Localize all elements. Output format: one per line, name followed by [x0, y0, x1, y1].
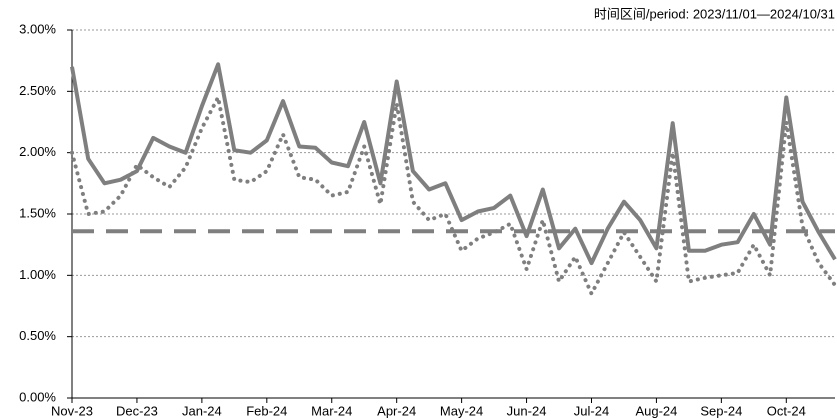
- y-tick-label: 1.00%: [19, 267, 56, 282]
- x-tick-label: Sep-24: [700, 403, 742, 418]
- x-tick-label: Apr-24: [377, 403, 416, 418]
- x-tick-label: May-24: [440, 403, 483, 418]
- x-tick-label: Jul-24: [574, 403, 609, 418]
- y-tick-label: 3.00%: [19, 21, 56, 36]
- y-tick-label: 0.00%: [19, 389, 56, 404]
- x-tick-label: Jan-24: [182, 403, 222, 418]
- x-tick-label: Aug-24: [635, 403, 677, 418]
- x-tick-label: Nov-23: [51, 403, 93, 418]
- y-tick-label: 0.50%: [19, 328, 56, 343]
- x-tick-label: Oct-24: [767, 403, 806, 418]
- x-tick-label: Mar-24: [311, 403, 352, 418]
- y-tick-label: 2.50%: [19, 83, 56, 98]
- x-tick-label: Jun-24: [507, 403, 547, 418]
- x-tick-label: Dec-23: [116, 403, 158, 418]
- series-line: [70, 95, 837, 296]
- x-tick-label: Feb-24: [246, 403, 287, 418]
- period-annotation: 时间区间/period: 2023/11/01—2024/10/31: [594, 6, 835, 21]
- y-tick-label: 1.50%: [19, 205, 56, 220]
- y-tick-label: 2.00%: [19, 144, 56, 159]
- series-line: [70, 62, 837, 266]
